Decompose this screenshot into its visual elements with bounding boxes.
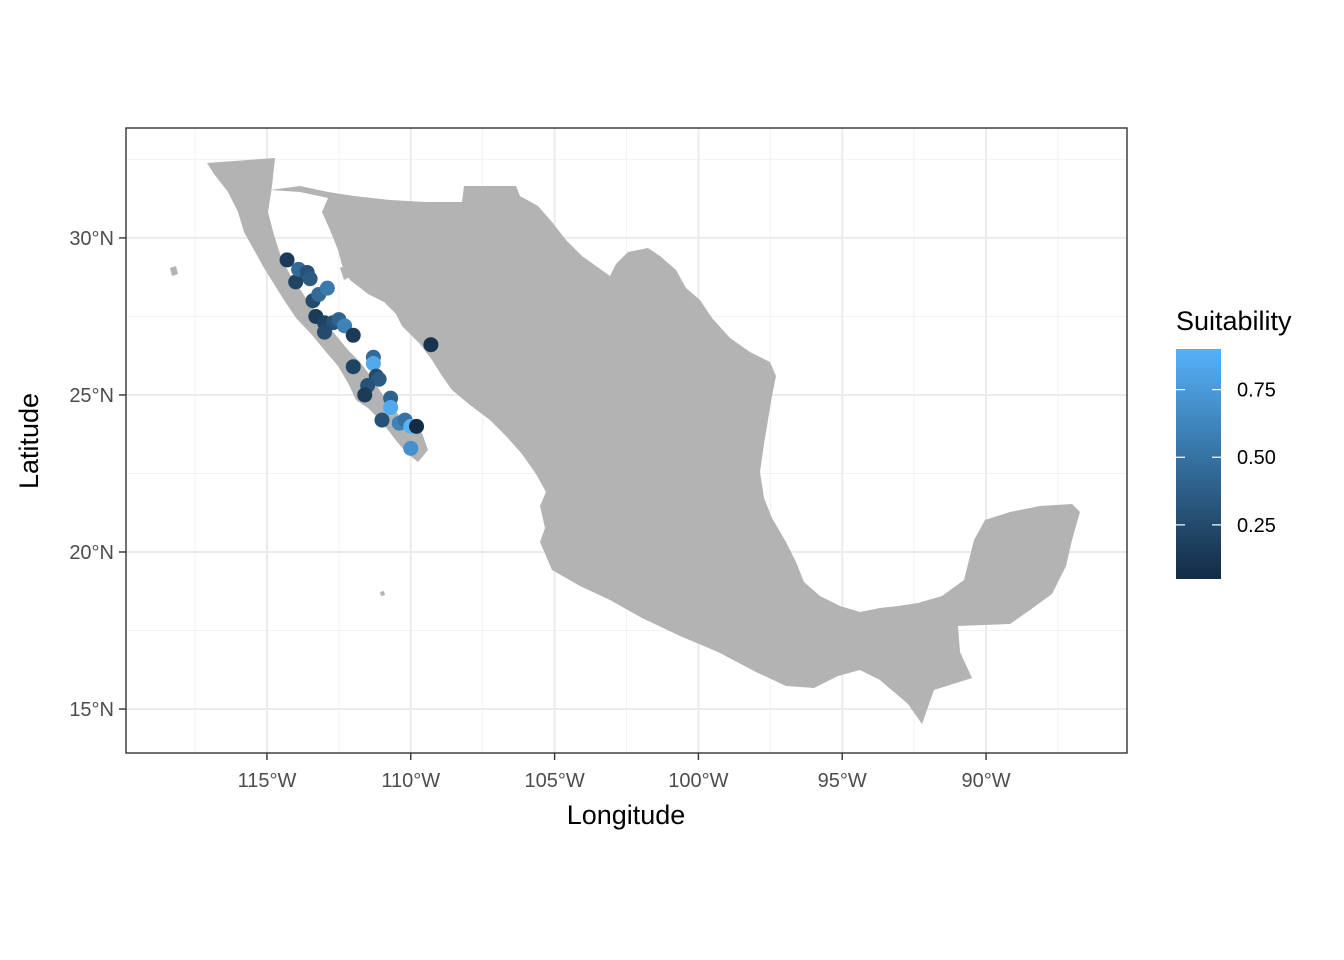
occurrence-point	[316, 324, 332, 340]
legend: Suitability 0.25 0.50 0.75	[1176, 306, 1292, 579]
y-axis-title: Latitude	[14, 393, 44, 489]
x-tick-label: 90°W	[961, 770, 1010, 792]
occurrence-point	[409, 418, 425, 434]
occurrence-point	[345, 327, 361, 343]
occurrence-point	[374, 412, 390, 428]
y-tick-label: 20°N	[69, 542, 114, 564]
occurrence-point	[383, 400, 399, 416]
y-tick-label: 25°N	[69, 385, 114, 407]
occurrence-point	[365, 356, 381, 372]
legend-colorbar	[1176, 349, 1221, 579]
panel-border	[125, 127, 1128, 754]
x-tick-label: 100°W	[668, 770, 728, 792]
legend-tick-label: 0.25	[1237, 515, 1276, 537]
small-island-west	[170, 266, 178, 276]
legend-title: Suitability	[1176, 306, 1292, 336]
occurrence-point	[302, 271, 318, 287]
mainland-mexico	[270, 186, 1080, 724]
x-tick-label: 95°W	[818, 770, 867, 792]
occurrence-point	[403, 440, 419, 456]
x-tick-label: 110°W	[381, 770, 440, 792]
occurrence-points	[279, 252, 439, 456]
occurrence-point	[345, 359, 361, 375]
tiburon-island	[340, 264, 352, 280]
legend-tick-label: 0.75	[1237, 380, 1276, 402]
occurrence-point	[371, 371, 387, 387]
x-axis-title: Longitude	[567, 800, 686, 830]
x-tick-label: 115°W	[238, 770, 297, 792]
occurrence-point	[319, 280, 335, 296]
occurrence-point	[423, 337, 439, 353]
legend-ticks: 0.25 0.50 0.75	[1176, 380, 1276, 537]
y-tick-label: 15°N	[69, 699, 114, 721]
y-axis: 15°N 20°N 25°N 30°N	[69, 228, 126, 721]
small-island-socorro	[380, 591, 385, 596]
x-axis: 115°W 110°W 105°W 100°W 95°W 90°W	[238, 753, 1011, 792]
occurrence-point	[357, 387, 373, 403]
x-tick-label: 105°W	[524, 770, 584, 792]
occurrence-point	[279, 252, 295, 268]
y-tick-label: 30°N	[69, 228, 114, 250]
occurrence-point	[288, 274, 304, 290]
legend-tick-label: 0.50	[1237, 447, 1276, 469]
